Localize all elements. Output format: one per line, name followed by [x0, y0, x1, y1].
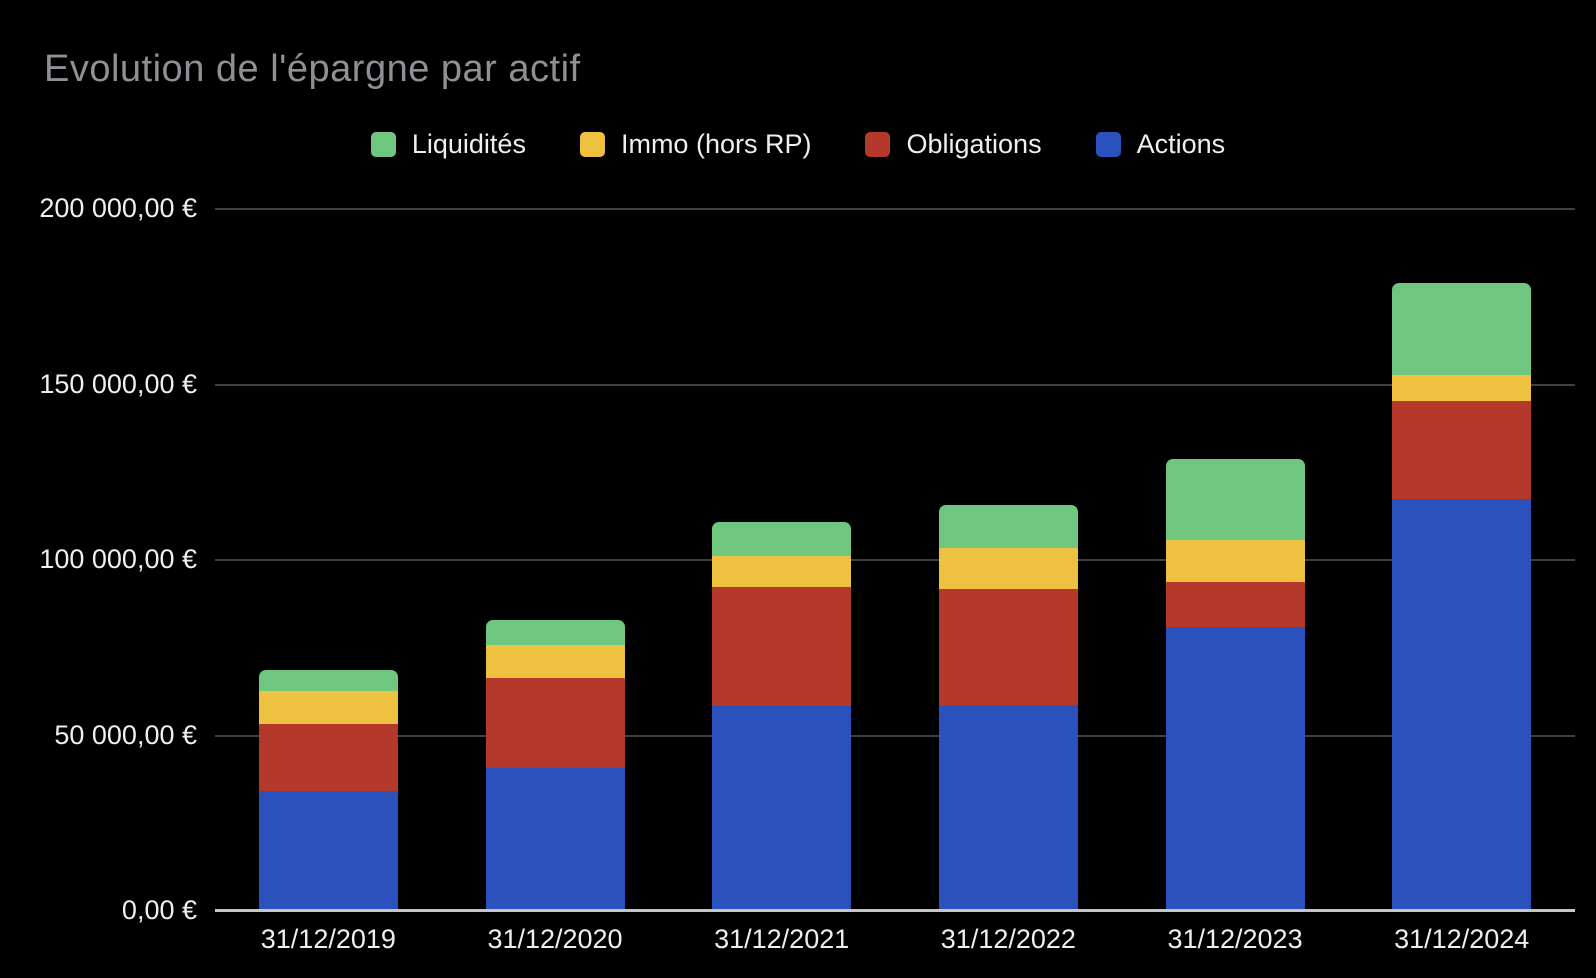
- bar-segment-obligations[interactable]: [1165, 581, 1305, 628]
- bar-segment-liquidites[interactable]: [258, 669, 398, 691]
- bars-row: [215, 208, 1575, 910]
- bar-segment-obligations[interactable]: [1392, 401, 1532, 500]
- legend-label: Liquidités: [411, 128, 526, 159]
- bar-slot: [1122, 208, 1349, 910]
- bar-segment-liquidites[interactable]: [1165, 458, 1305, 540]
- x-axis-tick-label: 31/12/2022: [940, 924, 1076, 954]
- legend: Liquidités Immo (hors RP) Obligations Actio…: [0, 124, 1596, 164]
- bar-31-12-2019[interactable]: [258, 669, 398, 910]
- bar-slot: [215, 208, 442, 910]
- legend-item-actions[interactable]: Actions: [1095, 128, 1226, 160]
- bar-segment-immo-hors-rp[interactable]: [258, 690, 398, 724]
- bar-31-12-2024[interactable]: [1392, 283, 1532, 910]
- plot-area: [215, 208, 1575, 912]
- bar-segment-actions[interactable]: [1165, 627, 1305, 910]
- bar-segment-liquidites[interactable]: [1392, 283, 1532, 375]
- x-axis-baseline: [215, 909, 1575, 912]
- bar-segment-actions[interactable]: [712, 706, 852, 910]
- bar-segment-obligations[interactable]: [938, 588, 1078, 705]
- bar-segment-immo-hors-rp[interactable]: [712, 555, 852, 588]
- y-axis-tick-label: 100 000,00 €: [39, 544, 197, 574]
- bar-segment-liquidites[interactable]: [712, 522, 852, 556]
- y-axis-tick-label: 200 000,00 €: [39, 193, 197, 223]
- bar-slot: [895, 208, 1122, 910]
- legend-swatch-immo-hors-rp-icon: [579, 131, 605, 157]
- legend-item-immo-hors-rp[interactable]: Immo (hors RP): [579, 128, 812, 160]
- x-axis-tick-label: 31/12/2020: [487, 924, 623, 954]
- bar-slot: [1348, 208, 1575, 910]
- legend-label: Obligations: [906, 128, 1042, 159]
- bar-31-12-2022[interactable]: [938, 504, 1078, 910]
- y-axis-labels: 200 000,00 € 150 000,00 € 100 000,00 € 50 0…: [0, 193, 197, 925]
- bar-segment-obligations[interactable]: [712, 587, 852, 707]
- bar-segment-obligations[interactable]: [258, 723, 398, 791]
- bar-slot: [668, 208, 895, 910]
- bar-segment-actions[interactable]: [258, 790, 398, 910]
- y-axis-tick-label: 150 000,00 €: [39, 368, 197, 399]
- gridline: [215, 559, 1575, 561]
- legend-swatch-liquidites-icon: [370, 131, 396, 157]
- x-axis-tick-label: 31/12/2019: [260, 924, 396, 954]
- bar-segment-immo-hors-rp[interactable]: [1392, 374, 1532, 402]
- legend-swatch-obligations-icon: [865, 131, 891, 157]
- bar-segment-obligations[interactable]: [485, 678, 625, 768]
- bar-segment-actions[interactable]: [938, 704, 1078, 910]
- legend-swatch-actions-icon: [1095, 131, 1121, 157]
- bar-31-12-2021[interactable]: [712, 522, 852, 910]
- gridline: [215, 208, 1575, 210]
- legend-label: Immo (hors RP): [620, 128, 812, 159]
- y-axis-tick-label: 50 000,00 €: [54, 719, 197, 750]
- x-axis-labels: 31/12/2019 31/12/2020 31/12/2021 31/12/2022…: [215, 924, 1575, 955]
- legend-item-obligations[interactable]: Obligations: [865, 128, 1042, 160]
- bar-segment-immo-hors-rp[interactable]: [938, 548, 1078, 589]
- bar-31-12-2023[interactable]: [1165, 458, 1305, 910]
- chart-title: Evolution de l'épargne par actif: [44, 48, 581, 90]
- bar-segment-actions[interactable]: [485, 767, 625, 910]
- x-axis-tick-label: 31/12/2023: [1167, 924, 1303, 954]
- legend-label: Actions: [1136, 128, 1226, 159]
- bar-segment-immo-hors-rp[interactable]: [1165, 539, 1305, 582]
- y-axis-tick-label: 0,00 €: [121, 895, 197, 925]
- bar-segment-immo-hors-rp[interactable]: [485, 645, 625, 679]
- x-axis-tick-label: 31/12/2024: [1394, 924, 1530, 954]
- bar-slot: [442, 208, 669, 910]
- bar-segment-liquidites[interactable]: [938, 504, 1078, 549]
- legend-item-liquidites[interactable]: Liquidités: [370, 128, 526, 160]
- gridline: [215, 734, 1575, 737]
- bar-31-12-2020[interactable]: [485, 620, 625, 910]
- bar-segment-liquidites[interactable]: [485, 620, 625, 645]
- x-axis-tick-label: 31/12/2021: [714, 924, 850, 954]
- gridline: [215, 383, 1575, 386]
- bar-segment-actions[interactable]: [1392, 499, 1532, 910]
